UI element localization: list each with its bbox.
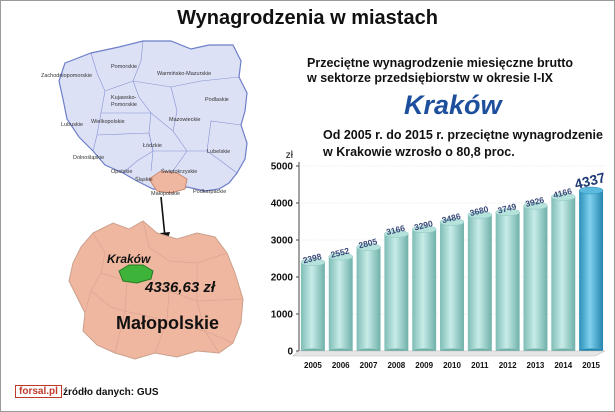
bar-value-label-2014: 4166	[552, 186, 573, 200]
x-tick-label-2014: 2014	[554, 361, 572, 370]
data-source: źródło danych: GUS	[63, 387, 159, 398]
poland-map: Pomorskie Zachodniopomorskie Warmińsko-M…	[41, 40, 248, 197]
bar-cap-2009	[411, 225, 437, 234]
bar-value-label-2009: 3290	[413, 218, 434, 232]
bar-2010	[440, 222, 464, 351]
bar-value-labels: 2398 2552 2805 3166 3290 3486 3680 3749 3926 4166…	[302, 169, 607, 265]
x-axis-floor	[292, 350, 606, 357]
y-tick-label: 0	[287, 347, 293, 358]
y-tick-label: 2000	[271, 273, 294, 284]
salary-bar-chart: zł 0 1000 2000 3000 4000 5000 2398 2552 2805 316…	[271, 150, 607, 370]
bar-2006	[328, 256, 353, 351]
bar-value-label-2008: 3166	[385, 223, 406, 237]
krakow-shape	[118, 264, 154, 284]
bar-cap-2005	[300, 258, 326, 267]
y-tick-label: 3000	[271, 236, 294, 247]
zoom-city-label: Kraków	[107, 252, 151, 266]
region-label-lubuskie: Lubuskie	[61, 122, 83, 128]
x-tick-label-2015: 2015	[582, 361, 600, 370]
bar-cap-2010	[439, 218, 465, 226]
poland-outline	[58, 40, 248, 192]
bar-value-label-2006: 2552	[330, 245, 351, 259]
city-heading: Kraków	[404, 90, 502, 120]
region-label-podlaskie: Podlaskie	[205, 97, 229, 103]
region-label-slaskie: Śląskie	[135, 175, 153, 183]
region-label-malopolskie: Małopolskie	[151, 191, 180, 197]
region-label-lodzkie: Łódzkie	[143, 143, 162, 149]
x-tick-label-2008: 2008	[387, 361, 405, 370]
bar-2005	[300, 262, 325, 351]
region-label-lubelskie: Lubelskie	[207, 149, 230, 155]
bar-value-label-2007: 2805	[357, 236, 378, 250]
x-tick-label-2006: 2006	[332, 361, 350, 370]
region-label-warminsko-mazurskie: Warmińsko-Mazurskie	[157, 71, 211, 77]
bars	[300, 186, 604, 354]
bar-cap-2008	[384, 230, 409, 238]
bar-value-label-2015: 4337	[573, 169, 607, 192]
bar-value-label-2012: 3749	[497, 201, 518, 215]
bar-cap-2011	[467, 211, 493, 219]
malopolskie-zoom	[68, 220, 244, 360]
voivodeship-borders	[90, 40, 242, 192]
region-label-pomorskie: Pomorskie	[111, 64, 137, 70]
subtitle-line-2: w sektorze przedsiębiorstw w okresie I-I…	[307, 71, 553, 85]
bar-2015	[579, 190, 604, 351]
region-label-podkarpackie: Podkarpackie	[193, 189, 226, 195]
y-tick-label: 5000	[271, 162, 294, 173]
bar-cap-2006	[328, 252, 353, 261]
bar-2014	[551, 196, 576, 351]
bar-2007	[356, 247, 381, 351]
zoom-salary-value: 4336,63 zł	[144, 279, 216, 296]
region-label-swietokrzyskie: Świętokrzyskie	[161, 167, 197, 175]
chart-subtitle: Przeciętne wynagrodzenie miesięczne brut…	[307, 56, 607, 86]
growth-note: Od 2005 r. do 2015 r. przeciętne wynagro…	[323, 127, 613, 161]
region-label-kujawsko-pomorskie-1: Kujawsko-	[111, 95, 137, 101]
region-label-mazowieckie: Mazowieckie	[169, 117, 200, 123]
page-title: Wynagrodzenia w miastach	[177, 7, 438, 29]
y-axis: 0 1000 2000 3000 4000 5000	[271, 162, 300, 358]
bar-cap-2014	[551, 193, 576, 201]
subtitle-line-1: Przeciętne wynagrodzenie miesięczne brut…	[307, 56, 574, 70]
y-tick-label: 1000	[271, 310, 294, 321]
bar-2012	[495, 212, 520, 351]
region-label-kujawsko-pomorskie-2: Pomorskie	[111, 102, 137, 108]
region-label-zachodniopomorskie: Zachodniopomorskie	[41, 73, 92, 79]
malopolskie-highlight	[148, 170, 188, 194]
x-tick-label-2009: 2009	[415, 361, 433, 370]
x-axis: 2005 2006 2007 2008 2009 2010 2011 2012 2013 2014…	[292, 350, 606, 370]
bar-value-label-2005: 2398	[302, 251, 323, 265]
x-tick-label-2012: 2012	[499, 361, 517, 370]
zoom-region-label: Małopolskie	[116, 313, 219, 333]
x-tick-label-2010: 2010	[443, 361, 461, 370]
x-tick-label-2011: 2011	[471, 361, 489, 370]
forsal-logo: forsal.pl	[15, 385, 62, 398]
region-label-opolskie: Opolskie	[111, 169, 132, 175]
bar-value-label-2011: 3680	[469, 204, 490, 218]
y-axis-unit: zł	[286, 150, 294, 161]
bar-2009	[412, 229, 437, 351]
bar-cap-2012	[495, 208, 520, 217]
x-tick-label-2007: 2007	[360, 361, 378, 370]
note-line-2: w Krakowie wzrosło o 80,8 proc.	[323, 145, 515, 159]
bar-cap-2015	[578, 186, 604, 195]
x-tick-label-2005: 2005	[304, 361, 322, 370]
x-tick-label-2013: 2013	[527, 361, 545, 370]
note-line-1: Od 2005 r. do 2015 r. przeciętne wynagro…	[323, 128, 603, 142]
bar-cap-2007	[356, 243, 381, 251]
bar-2011	[467, 214, 492, 351]
bar-2008	[384, 233, 409, 351]
bar-value-label-2013: 3926	[524, 195, 545, 209]
region-label-dolnoslaskie: Dolnośląskie	[73, 155, 104, 161]
region-label-wielkopolskie: Wielkopolskie	[91, 119, 125, 125]
bar-cap-2013	[523, 201, 548, 210]
bar-2013	[523, 205, 548, 351]
y-tick-label: 4000	[271, 199, 294, 210]
county-borders	[84, 220, 244, 354]
bar-value-label-2010: 3486	[441, 211, 462, 225]
